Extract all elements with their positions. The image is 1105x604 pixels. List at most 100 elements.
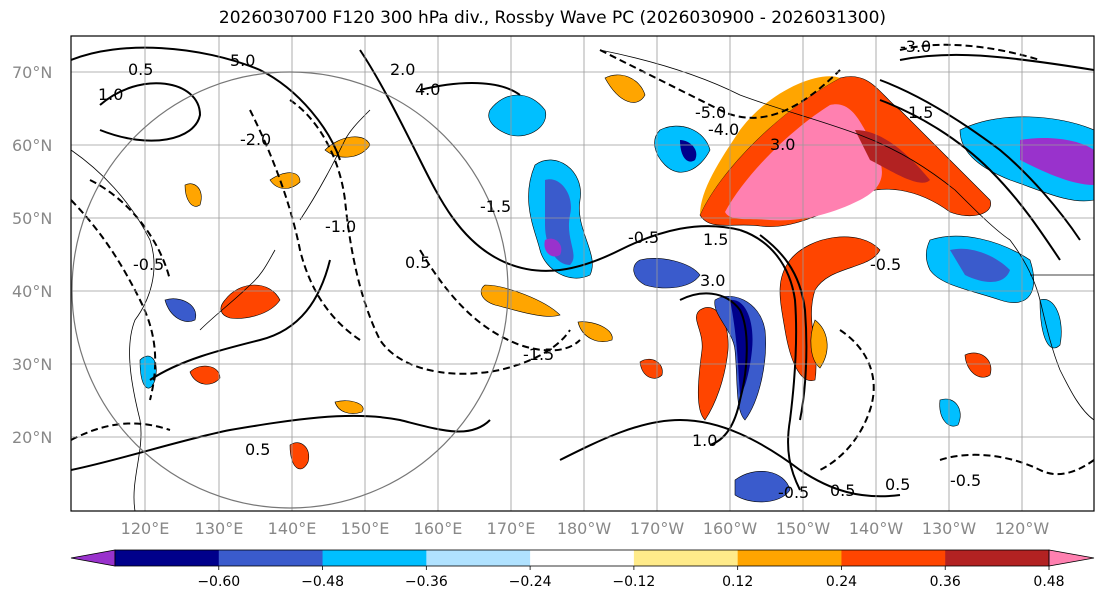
lon-label: 130°W — [922, 519, 977, 538]
colorbar-tick-label: −0.36 — [405, 574, 448, 590]
map-frame — [70, 35, 1095, 512]
lat-label: 40°N — [12, 282, 52, 301]
colorbar-tick-label: −0.48 — [301, 574, 344, 590]
positive-blob-150e-25n — [334, 400, 364, 414]
solid-contour — [759, 234, 808, 421]
dashed-contour — [939, 453, 1094, 476]
dashed-contour — [419, 249, 581, 352]
contour-label: 0.5 — [885, 475, 910, 494]
colorbar-segment — [841, 550, 946, 566]
contour-label: 4.0 — [415, 80, 440, 99]
solid-contour — [879, 79, 1081, 241]
contour-label: -3.0 — [900, 37, 931, 56]
dashed-contour — [71, 422, 171, 441]
positive-region-orange — [700, 76, 840, 215]
contour-label: -4.0 — [708, 120, 739, 139]
lon-label: 140°E — [268, 519, 317, 538]
colorbar-tick-label: 0.24 — [826, 574, 857, 590]
negative-core-170e-purple — [544, 238, 562, 257]
contour-label: 1.0 — [692, 431, 717, 450]
positive-blob-120w-30n — [964, 352, 992, 378]
contour-label: -2.0 — [240, 130, 271, 149]
solid-contour — [679, 292, 748, 446]
contour-label: 1.0 — [98, 85, 123, 104]
lon-label: 160°W — [703, 519, 758, 538]
solid-contour — [71, 414, 491, 471]
colorbar-segment — [633, 550, 739, 566]
na-west-coastline — [1009, 239, 1094, 421]
positive-blob-130e-30n — [189, 365, 221, 385]
map-title: 2026030700 F120 300 hPa div., Rossby Wav… — [218, 8, 887, 28]
contour-label: 0.5 — [128, 60, 153, 79]
contour-label: -1.5 — [523, 345, 554, 364]
contour-label: 1.5 — [703, 230, 728, 249]
positive-blob-140e-40n — [220, 284, 281, 319]
colorbar-segment — [737, 550, 842, 566]
contour-label: -0.5 — [870, 255, 901, 274]
contour-label: 0.5 — [245, 440, 270, 459]
positive-blob-140e-52n — [269, 172, 301, 189]
positive-blob-170w-70n — [604, 74, 646, 103]
lon-label: 120°W — [995, 519, 1050, 538]
lon-label: 120°E — [121, 519, 170, 538]
lat-label: 50°N — [12, 209, 52, 228]
asia-coastline — [71, 149, 155, 511]
negative-region-150w-20n — [734, 471, 791, 503]
negative-region-160w-40n — [633, 258, 701, 289]
positive-blob-165e-40n — [480, 284, 561, 317]
negative-region-180-60n — [488, 94, 547, 137]
positive-blob-140w-30n — [810, 319, 828, 369]
dashed-contour — [71, 199, 157, 401]
colorbar-tick-label: −0.12 — [612, 574, 655, 590]
positive-core-pink — [725, 104, 882, 221]
latitude-labels: 70°N 60°N 50°N 40°N 30°N 20°N — [12, 63, 52, 447]
negative-core-canada — [1020, 138, 1094, 185]
negative-core-170w — [730, 299, 753, 395]
colorbar-tick-label: 0.12 — [722, 574, 753, 590]
negative-region-japan — [164, 298, 197, 322]
colorbar: −0.60 −0.48 −0.36 −0.24 −0.12 0.12 0.24 0.36 0.4… — [70, 549, 1095, 590]
positive-blob-130e-50n — [184, 183, 202, 207]
alaska-coastline — [599, 49, 1011, 241]
lat-label: 20°N — [12, 428, 52, 447]
contour-label: -1.0 — [325, 217, 356, 236]
lat-label: 30°N — [12, 355, 52, 374]
coastlines — [71, 49, 1094, 511]
contour-label: -0.5 — [778, 483, 809, 502]
lon-label: 130°E — [195, 519, 244, 538]
dashed-contour — [819, 329, 875, 471]
gridlines — [71, 36, 1094, 511]
contour-labels: 0.5 1.0 2.0 5.0 4.0 3.0 1.5 -3.0 -0.5 -1… — [98, 37, 981, 502]
lat-label: 70°N — [12, 63, 52, 82]
colorbar-extension-max — [1048, 549, 1095, 567]
colorbar-segment — [426, 550, 531, 566]
dashed-contour — [899, 43, 1041, 61]
negative-core-pnw — [950, 248, 1010, 282]
lat-label: 60°N — [12, 136, 52, 155]
colorbar-tick-label: −0.24 — [509, 574, 552, 590]
kamchatka-coastline — [299, 109, 371, 221]
colorbar-tick-label: −0.60 — [197, 574, 240, 590]
contour-label: 5.0 — [230, 51, 255, 70]
dashed-contour — [599, 49, 841, 119]
lon-label: 180°W — [557, 519, 612, 538]
lon-label: 160°E — [414, 519, 463, 538]
contour-label: 3.0 — [770, 135, 795, 154]
japan-coastline — [199, 249, 276, 331]
contour-label: 0.5 — [405, 253, 430, 272]
colorbar-tick-label: 0.48 — [1033, 574, 1064, 590]
positive-blob-135e-15n — [289, 442, 310, 470]
reference-circle — [71, 71, 509, 509]
contour-label: 0.5 — [830, 481, 855, 500]
contour-label: 3.0 — [700, 271, 725, 290]
lon-label: 140°W — [849, 519, 904, 538]
colorbar-extension-min — [70, 549, 116, 567]
dashed-contour — [249, 109, 361, 341]
longitude-labels: 120°E 130°E 140°E 150°E 160°E 170°E 180°… — [121, 519, 1050, 538]
contour-label: -0.5 — [628, 228, 659, 247]
negative-region-west-us — [1039, 299, 1062, 349]
colorbar-segment — [322, 550, 427, 566]
positive-core-red — [855, 130, 930, 183]
positive-region-150w — [779, 236, 881, 381]
